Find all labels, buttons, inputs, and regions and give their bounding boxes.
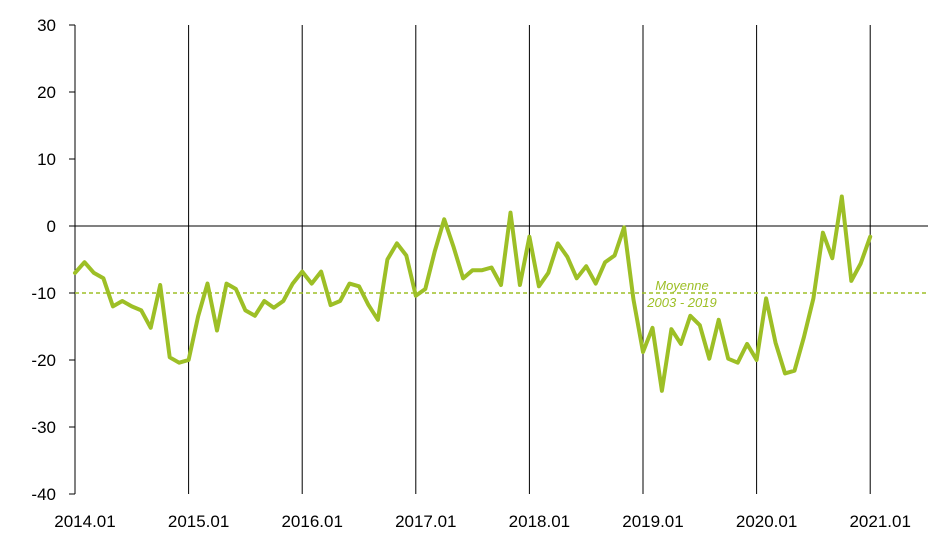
axis-layer <box>69 24 928 495</box>
y-tick-label: -40 <box>31 485 56 504</box>
y-tick-label: 30 <box>37 16 56 35</box>
x-tick-label: 2018.01 <box>509 512 570 531</box>
x-tick-label: 2016.01 <box>281 512 342 531</box>
x-tick-label: 2017.01 <box>395 512 456 531</box>
average-annotation-period: 2003 - 2019 <box>646 295 716 310</box>
x-tick-label: 2020.01 <box>736 512 797 531</box>
x-tick-label: 2014.01 <box>54 512 115 531</box>
x-tick-label: 2019.01 <box>622 512 683 531</box>
y-tick-label: 20 <box>37 83 56 102</box>
y-tick-label: -30 <box>31 418 56 437</box>
x-tick-label: 2015.01 <box>168 512 229 531</box>
average-annotation-label: Moyenne <box>655 278 708 293</box>
tick-labels: 2014.01 2015.01 2016.01 2017.01 2018.01 2019.… <box>31 16 911 531</box>
y-tick-label: 0 <box>47 217 56 236</box>
y-tick-label: -20 <box>31 351 56 370</box>
y-tick-label: -10 <box>31 284 56 303</box>
grid-layer <box>188 25 871 494</box>
series-line <box>73 194 873 393</box>
y-tick-label: 10 <box>37 150 56 169</box>
x-tick-label: 2021.01 <box>849 512 910 531</box>
